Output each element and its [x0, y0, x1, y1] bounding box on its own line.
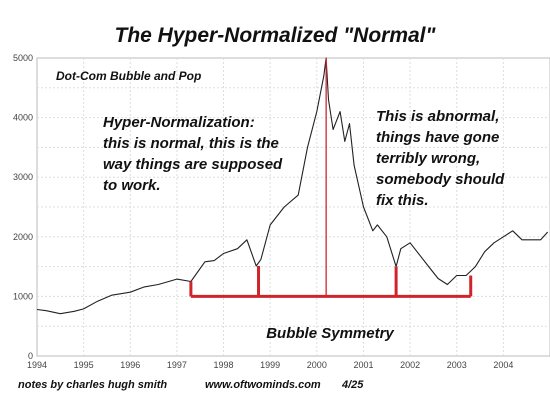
symmetry-bracket: [189, 58, 473, 298]
x-tick-label: 2004: [493, 360, 513, 370]
chart-title: The Hyper-Normalized "Normal": [115, 24, 437, 47]
y-tick-label: 1000: [13, 291, 33, 301]
annotation-normal-line: way things are supposed: [103, 156, 283, 173]
annotation-normal-line: Hyper-Normalization:: [103, 114, 255, 131]
annotation-abnormal-line: things have gone: [376, 129, 499, 146]
x-tick-label: 1996: [120, 360, 140, 370]
y-tick-label: 0: [28, 351, 33, 361]
y-axis-ticks: 0 1000 2000 3000 4000 5000: [13, 53, 33, 361]
series-layer: [36, 57, 549, 315]
x-tick-label: 2001: [353, 360, 373, 370]
x-axis-ticks: 1994 1995 1996 1997 1998 1999 2000 2001 2002 2003…: [27, 360, 513, 370]
annotation-abnormal-line: This is abnormal,: [376, 108, 499, 125]
annotation-abnormal-line: fix this.: [376, 192, 429, 209]
y-tick-label: 3000: [13, 172, 33, 182]
footer-site: www.oftwominds.com: [205, 379, 321, 391]
footer-date: 4/25: [341, 379, 364, 391]
y-tick-label: 5000: [13, 53, 33, 63]
x-tick-label: 2003: [447, 360, 467, 370]
annotation-abnormal: This is abnormal, things have gone terri…: [376, 108, 509, 209]
x-tick-label: 1999: [260, 360, 280, 370]
series-line: [36, 57, 549, 315]
annotation-abnormal-line: somebody should: [376, 171, 505, 188]
annotation-normal-line: to work.: [103, 177, 161, 194]
x-tick-label: 1995: [74, 360, 94, 370]
annotation-dotcom: Dot-Com Bubble and Pop: [56, 69, 201, 83]
x-tick-label: 1997: [167, 360, 187, 370]
annotation-symmetry: Bubble Symmetry: [266, 325, 394, 342]
footer-notes: notes by charles hugh smith: [18, 379, 167, 391]
annotation-normal: Hyper-Normalization: this is normal, thi…: [103, 114, 286, 194]
x-tick-label: 2000: [307, 360, 327, 370]
y-tick-label: 2000: [13, 232, 33, 242]
x-tick-label: 2002: [400, 360, 420, 370]
x-tick-label: 1998: [214, 360, 234, 370]
x-tick-label: 1994: [27, 360, 47, 370]
y-tick-label: 4000: [13, 113, 33, 123]
annotation-normal-line: this is normal, this is the: [103, 135, 279, 152]
annotation-abnormal-line: terribly wrong,: [376, 150, 480, 167]
